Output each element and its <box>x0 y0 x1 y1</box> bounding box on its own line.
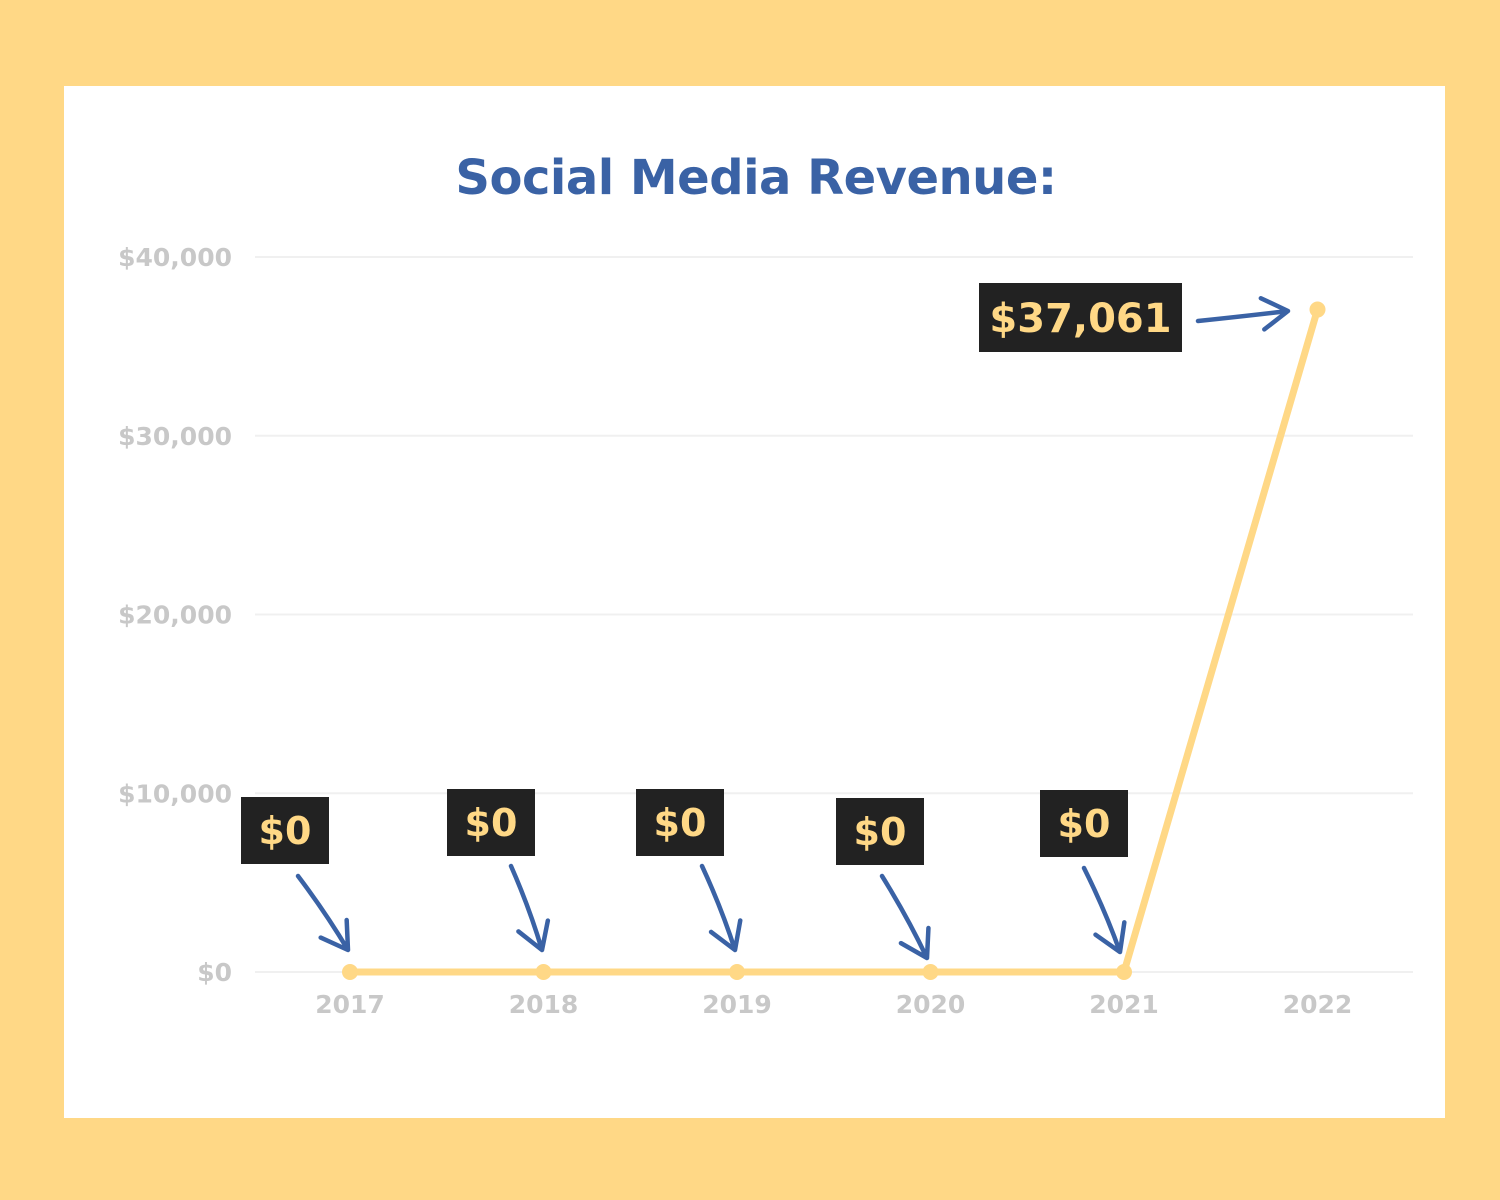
x-tick-label: 2019 <box>702 990 772 1019</box>
callout-label: $0 <box>1058 802 1111 846</box>
series-line <box>346 306 1321 976</box>
y-axis-ticks: $0 $10,000 $20,000 $30,000 $40,000 <box>118 243 232 987</box>
data-point <box>922 964 939 980</box>
data-point <box>1309 301 1326 318</box>
callout-label: $0 <box>654 801 707 845</box>
y-tick-label: $40,000 <box>118 243 232 272</box>
y-tick-label: $30,000 <box>118 422 232 451</box>
callout-box <box>447 789 535 856</box>
annotation-callouts: $0 $0 $0 $0 $0 $37,061 <box>241 283 1182 865</box>
data-points <box>342 301 1326 980</box>
data-point <box>729 964 745 980</box>
x-tick-label: 2022 <box>1283 990 1353 1019</box>
x-axis-ticks: 2017 2018 2019 2020 2021 2022 <box>315 990 1352 1019</box>
callout-label: $0 <box>854 810 907 854</box>
annotation-arrows <box>295 295 1291 961</box>
annotation-arrow <box>699 863 743 953</box>
x-tick-label: 2018 <box>509 990 579 1019</box>
x-tick-label: 2017 <box>315 990 385 1019</box>
annotation-arrow <box>879 873 931 961</box>
callout-label: $0 <box>465 801 518 845</box>
callout-box <box>636 789 724 856</box>
chart-title: Social Media Revenue: <box>455 150 1057 206</box>
y-tick-label: $10,000 <box>118 779 232 808</box>
callout-box <box>836 798 924 865</box>
series-line-layer <box>346 306 1321 976</box>
callout-label: $0 <box>259 809 312 853</box>
annotation-arrow <box>508 863 551 953</box>
callout-box <box>1040 790 1128 857</box>
y-tick-label: $20,000 <box>118 601 232 630</box>
data-point <box>1116 964 1132 980</box>
callout-box <box>979 283 1182 352</box>
annotation-arrow <box>295 873 351 953</box>
x-tick-label: 2020 <box>896 990 966 1019</box>
data-point <box>342 964 358 980</box>
grid-lines <box>255 256 1413 973</box>
annotation-arrow <box>1081 865 1127 955</box>
y-tick-label: $0 <box>197 958 232 987</box>
callout-label: $37,061 <box>989 296 1171 342</box>
data-point <box>535 964 552 980</box>
x-tick-label: 2021 <box>1089 990 1159 1019</box>
annotation-arrow <box>1195 295 1291 332</box>
callout-box <box>241 797 329 864</box>
